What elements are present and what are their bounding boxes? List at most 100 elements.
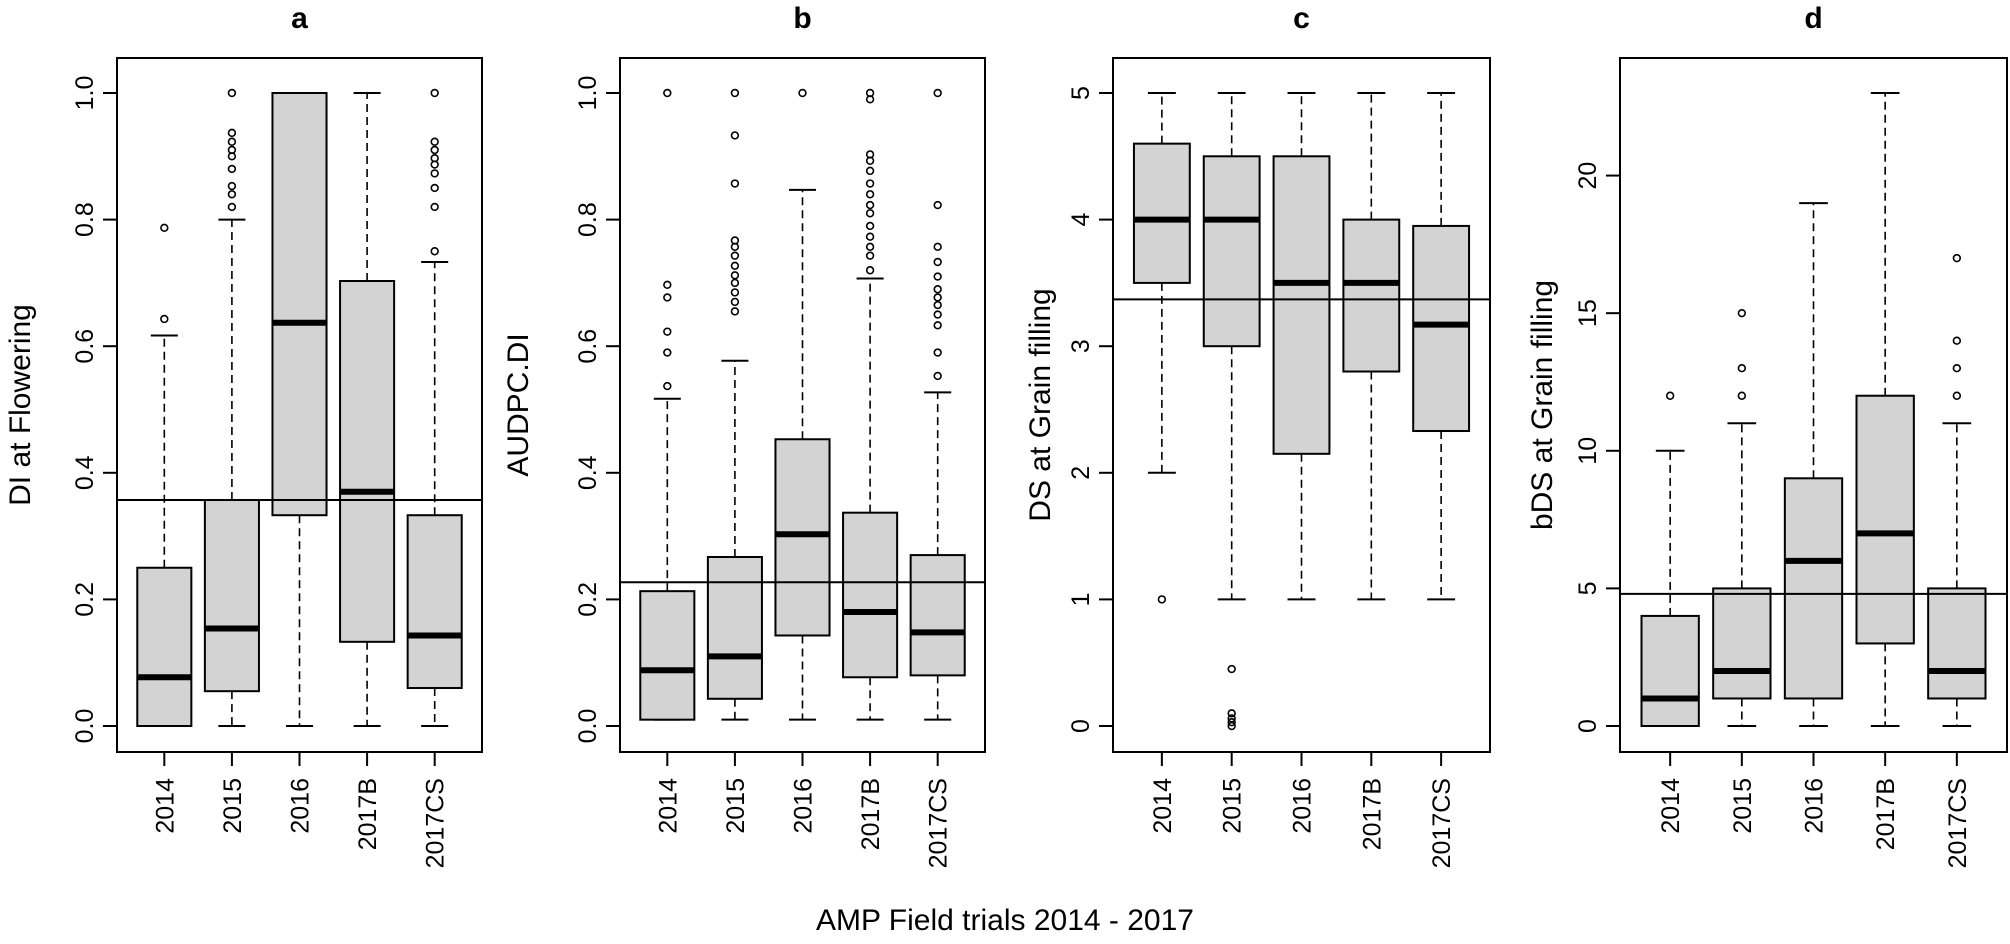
y-axis-label: AUDPC.DI: [502, 333, 535, 476]
plot-frame: [116, 57, 483, 753]
y-tick-label: 5: [1574, 581, 1602, 595]
outlier-point: [933, 321, 942, 330]
box-iqr: [842, 511, 899, 679]
outlier-point: [865, 251, 875, 260]
outlier-point: [1737, 364, 1747, 373]
outlier-point: [865, 88, 875, 98]
box-iqr: [1202, 155, 1261, 348]
y-tick-label: 1.0: [71, 76, 99, 111]
box-2016: [774, 88, 831, 721]
box-2015: [706, 88, 763, 721]
y-tick-label: 0.4: [71, 455, 99, 490]
box-2014: [639, 88, 696, 721]
outlier-point: [430, 145, 439, 155]
x-tick-label: 2017B: [1358, 778, 1386, 850]
outlier-point: [865, 200, 875, 210]
outlier-point: [1227, 664, 1236, 674]
x-tick-label: 2014: [1657, 778, 1685, 834]
outlier-point: [1737, 308, 1747, 318]
outlier-point: [730, 261, 740, 271]
box-iqr: [339, 280, 396, 643]
panel-b: b AUDPC.DI 0.0 0.2 0.4 0.6 0.8 1.0 2014 2015 2016 2…: [502, 2, 986, 868]
box-2015: [1202, 92, 1261, 731]
box-2016: [1783, 202, 1844, 727]
box-2015: [1712, 308, 1772, 727]
x-tick-label: 2017B: [354, 778, 382, 850]
outlier-point: [430, 153, 439, 163]
box-iqr: [1712, 587, 1772, 700]
outlier-point: [730, 307, 740, 316]
y-tick-label: 0.8: [574, 202, 602, 237]
outlier-point: [1952, 336, 1962, 345]
box-2017CS: [909, 88, 966, 721]
y-tick-label: 0.6: [71, 329, 99, 364]
y-tick-label: 0.0: [71, 709, 99, 744]
outlier-point: [730, 179, 740, 188]
box-2016: [1272, 92, 1331, 601]
x-tick-label: 2017CS: [422, 778, 450, 868]
figure-x-axis-label: AMP Field trials 2014 - 2017: [816, 904, 1194, 937]
panel-a: a DI at Flowering 0.0 0.2 0.4 0.6 0.8 1.0 2014 20…: [4, 2, 483, 868]
outlier-point: [663, 348, 672, 357]
box-iqr: [136, 566, 193, 727]
box-2017B: [1342, 92, 1401, 601]
box-2017B: [1855, 92, 1915, 727]
y-axis-label: DS at Grain filling: [1024, 288, 1057, 521]
x-tick-label: 2015: [1219, 778, 1247, 834]
y-tick-label: 1.0: [574, 76, 602, 111]
outlier-point: [730, 288, 740, 297]
x-tick-label: 2014: [1149, 778, 1177, 834]
outlier-point: [1952, 253, 1962, 263]
y-tick-label: 0.8: [71, 202, 99, 237]
y-tick-label: 4: [1067, 213, 1095, 227]
outlier-point: [1952, 364, 1962, 373]
outlier-point: [1227, 718, 1236, 727]
outlier-point: [160, 223, 169, 233]
plot-frame: [619, 57, 986, 753]
outlier-point: [227, 137, 237, 146]
outlier-point: [663, 293, 672, 302]
y-tick-label: 0.2: [71, 582, 99, 617]
x-tick-label: 2017B: [857, 778, 885, 850]
outlier-point: [1227, 709, 1236, 718]
outlier-point: [865, 150, 875, 159]
outlier-point: [730, 131, 740, 140]
outlier-point: [933, 371, 942, 381]
outlier-point: [1952, 391, 1962, 400]
box-2017B: [339, 92, 396, 727]
outlier-point: [227, 181, 237, 191]
outlier-point: [730, 88, 740, 98]
box-iqr: [203, 499, 260, 693]
outlier-point: [227, 202, 237, 212]
outlier-point: [430, 183, 439, 193]
y-tick-label: 0: [1067, 719, 1095, 733]
outlier-point: [865, 179, 875, 188]
outlier-point: [933, 257, 942, 267]
box-iqr: [1783, 477, 1844, 700]
outlier-point: [430, 202, 439, 212]
outlier-point: [430, 247, 439, 256]
outlier-point: [430, 88, 439, 98]
outlier-point: [865, 266, 875, 275]
box-2017CS: [406, 88, 463, 727]
box-iqr: [271, 92, 328, 517]
outlier-point: [227, 88, 237, 98]
outlier-point: [730, 271, 740, 280]
x-tick-label: 2016: [1289, 778, 1317, 834]
y-tick-label: 0: [1574, 719, 1602, 733]
box-iqr: [639, 590, 696, 721]
outlier-point: [430, 169, 439, 178]
outlier-point: [160, 314, 169, 324]
panel-letter: d: [1804, 2, 1822, 35]
outlier-point: [663, 381, 672, 391]
outlier-point: [227, 190, 237, 199]
x-tick-label: 2016: [790, 778, 818, 834]
outlier-point: [865, 190, 875, 199]
box-iqr: [1855, 394, 1915, 645]
outlier-point: [227, 164, 237, 174]
box-iqr: [406, 514, 463, 690]
outlier-point: [865, 242, 875, 252]
outlier-point: [430, 137, 439, 146]
x-tick-label: 2015: [1729, 778, 1757, 834]
